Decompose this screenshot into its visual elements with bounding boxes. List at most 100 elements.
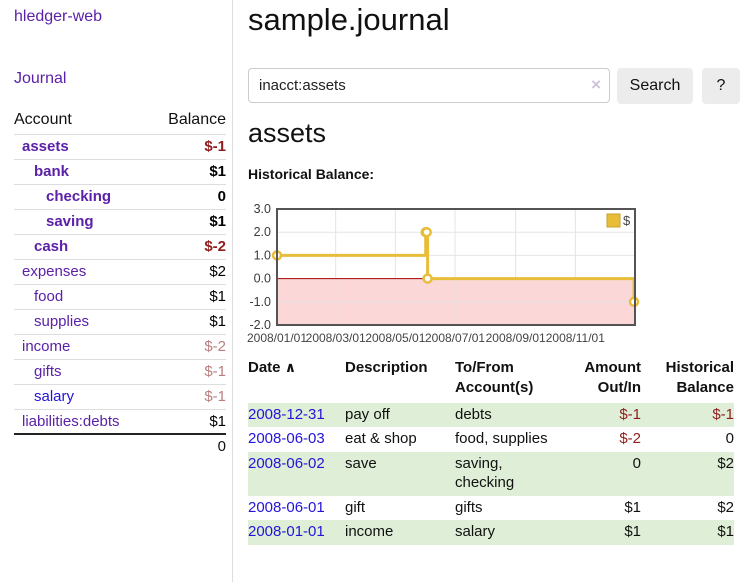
y-tick-label: 1.0: [254, 248, 271, 262]
transaction-amount: $1: [624, 523, 641, 541]
x-tick-label: 2008/09/01: [486, 331, 546, 345]
transaction-date-link[interactable]: 2008-06-01: [248, 498, 325, 516]
transaction-amount: 0: [632, 455, 641, 472]
historical-balance-chart[interactable]: $3.0 2.0 1.0 0.0 -1.0 -2.0 2008/01/01 2008/03/0…: [246, 200, 694, 350]
plot-border: [276, 208, 636, 326]
transaction-row[interactable]: 2008-12-31 pay off debts $-1 $-1: [248, 402, 734, 428]
transaction-balance: $2: [717, 498, 734, 516]
account-link-bank[interactable]: bank: [34, 163, 70, 180]
register-header-historical: Historical Balance: [665, 359, 734, 397]
search-form: × Search ?: [248, 68, 742, 105]
y-tick-label: 0.0: [254, 272, 271, 286]
main-content: sample.journal × Search ? assets Histori…: [246, 0, 742, 582]
chart-canvas: $3.0 2.0 1.0 0.0 -1.0 -2.02008/01/012008/03/0…: [247, 202, 640, 345]
account-balance: $-1: [204, 388, 226, 405]
account-link-supplies[interactable]: supplies: [34, 313, 90, 330]
account-row: income $-2: [14, 334, 226, 359]
help-button[interactable]: ?: [702, 68, 740, 104]
transaction-description: eat & shop: [345, 430, 417, 448]
account-row: saving $1: [14, 209, 226, 234]
account-row: liabilities:debts $1: [14, 409, 226, 434]
accounts-total-row: 0: [14, 434, 226, 458]
search-button[interactable]: Search: [617, 68, 693, 104]
account-link-liabilities-debts[interactable]: liabilities:debts: [22, 412, 120, 430]
y-tick-label: 2.0: [254, 225, 271, 239]
account-row: bank $1: [14, 159, 226, 184]
x-tick-label: 2008/01/01: [247, 331, 307, 345]
account-row: supplies $1: [14, 309, 226, 334]
legend-label: $: [623, 213, 631, 228]
sort-ascending-icon: ∧: [284, 359, 297, 375]
accounts-header-row: Account Balance: [14, 106, 226, 134]
transaction-balance: $2: [717, 455, 734, 472]
account-balance: $-2: [204, 338, 226, 355]
account-link-saving[interactable]: saving: [46, 213, 94, 230]
transaction-accounts: gifts: [455, 498, 483, 516]
account-balance: $1: [209, 412, 226, 430]
account-row: salary $-1: [14, 384, 226, 409]
transaction-accounts: saving, checking: [455, 455, 515, 491]
account-balance: $1: [209, 163, 226, 180]
register-header-tofrom: To/From Account(s): [455, 359, 534, 397]
account-row: assets $-1: [14, 134, 226, 159]
transaction-row[interactable]: 2008-06-03 eat & shop food, supplies $-2 0: [248, 427, 734, 452]
accounts-header-balance: Balance: [168, 110, 226, 128]
transaction-balance: $-1: [712, 405, 734, 423]
search-input[interactable]: [248, 68, 610, 103]
account-balance: $2: [209, 263, 226, 280]
account-balance: $-1: [204, 363, 226, 380]
register-header-row: Date ∧ Description To/From Account(s) Amount…: [248, 358, 734, 403]
transaction-description: income: [345, 523, 394, 541]
account-balance: $1: [209, 213, 226, 230]
transaction-row[interactable]: 2008-06-02 save saving, checking 0 $2: [248, 452, 734, 496]
x-tick-label: 2008/03/01: [306, 331, 366, 345]
transaction-date-link[interactable]: 2008-12-31: [248, 405, 325, 423]
account-link-expenses[interactable]: expenses: [22, 263, 87, 280]
y-tick-label: -1.0: [249, 295, 271, 309]
data-point[interactable]: [421, 226, 432, 238]
account-link-cash[interactable]: cash: [34, 238, 69, 255]
account-row: cash $-2: [14, 234, 226, 259]
chart-title: Historical Balance:: [248, 166, 375, 182]
x-tick-label: 2008/07/01: [425, 331, 485, 345]
transaction-description: save: [345, 455, 377, 472]
sidebar-item-journal[interactable]: Journal: [14, 70, 67, 87]
account-row: food $1: [14, 284, 226, 309]
account-link-salary[interactable]: salary: [34, 388, 75, 405]
account-row: checking 0: [14, 184, 226, 209]
accounts-total-value: 0: [217, 438, 226, 455]
register-header-date[interactable]: Date ∧: [248, 359, 297, 376]
account-balance: $1: [209, 313, 226, 330]
y-tick-label: 3.0: [254, 202, 271, 216]
transaction-description: gift: [345, 498, 366, 516]
account-link-checking[interactable]: checking: [46, 188, 112, 205]
transaction-balance: $1: [717, 523, 734, 541]
transaction-amount: $1: [624, 498, 641, 516]
transaction-row[interactable]: 2008-01-01 income salary $1 $1: [248, 520, 734, 545]
account-balance: $-2: [204, 238, 226, 255]
clear-search-icon[interactable]: ×: [591, 75, 601, 94]
transaction-date-link[interactable]: 2008-01-01: [248, 523, 325, 541]
y-tick-label: -2.0: [249, 318, 271, 332]
account-link-assets[interactable]: assets: [22, 138, 69, 155]
register-table: Date ∧ Description To/From Account(s) Amount…: [248, 358, 734, 545]
page-title: sample.journal: [248, 2, 450, 37]
transaction-row[interactable]: 2008-06-01 gift gifts $1 $2: [248, 496, 734, 521]
x-tick-label: 2008/11/01: [546, 331, 605, 345]
account-link-food[interactable]: food: [34, 288, 64, 305]
legend-swatch: [606, 213, 621, 228]
transaction-accounts: food, supplies: [455, 430, 548, 448]
transaction-accounts: salary: [455, 523, 496, 541]
transaction-amount: $-2: [619, 430, 641, 448]
data-point[interactable]: [422, 273, 433, 284]
account-row: gifts $-1: [14, 359, 226, 384]
account-link-gifts[interactable]: gifts: [34, 363, 62, 380]
account-link-income[interactable]: income: [22, 338, 71, 355]
sidebar: hledger-web Journal Account Balance asse…: [0, 0, 233, 582]
transaction-description: pay off: [345, 405, 390, 423]
app-title-link[interactable]: hledger-web: [14, 8, 103, 25]
account-balance: 0: [217, 188, 226, 205]
transaction-date-link[interactable]: 2008-06-02: [248, 455, 325, 472]
transaction-date-link[interactable]: 2008-06-03: [248, 430, 325, 448]
account-heading: assets: [248, 118, 327, 148]
